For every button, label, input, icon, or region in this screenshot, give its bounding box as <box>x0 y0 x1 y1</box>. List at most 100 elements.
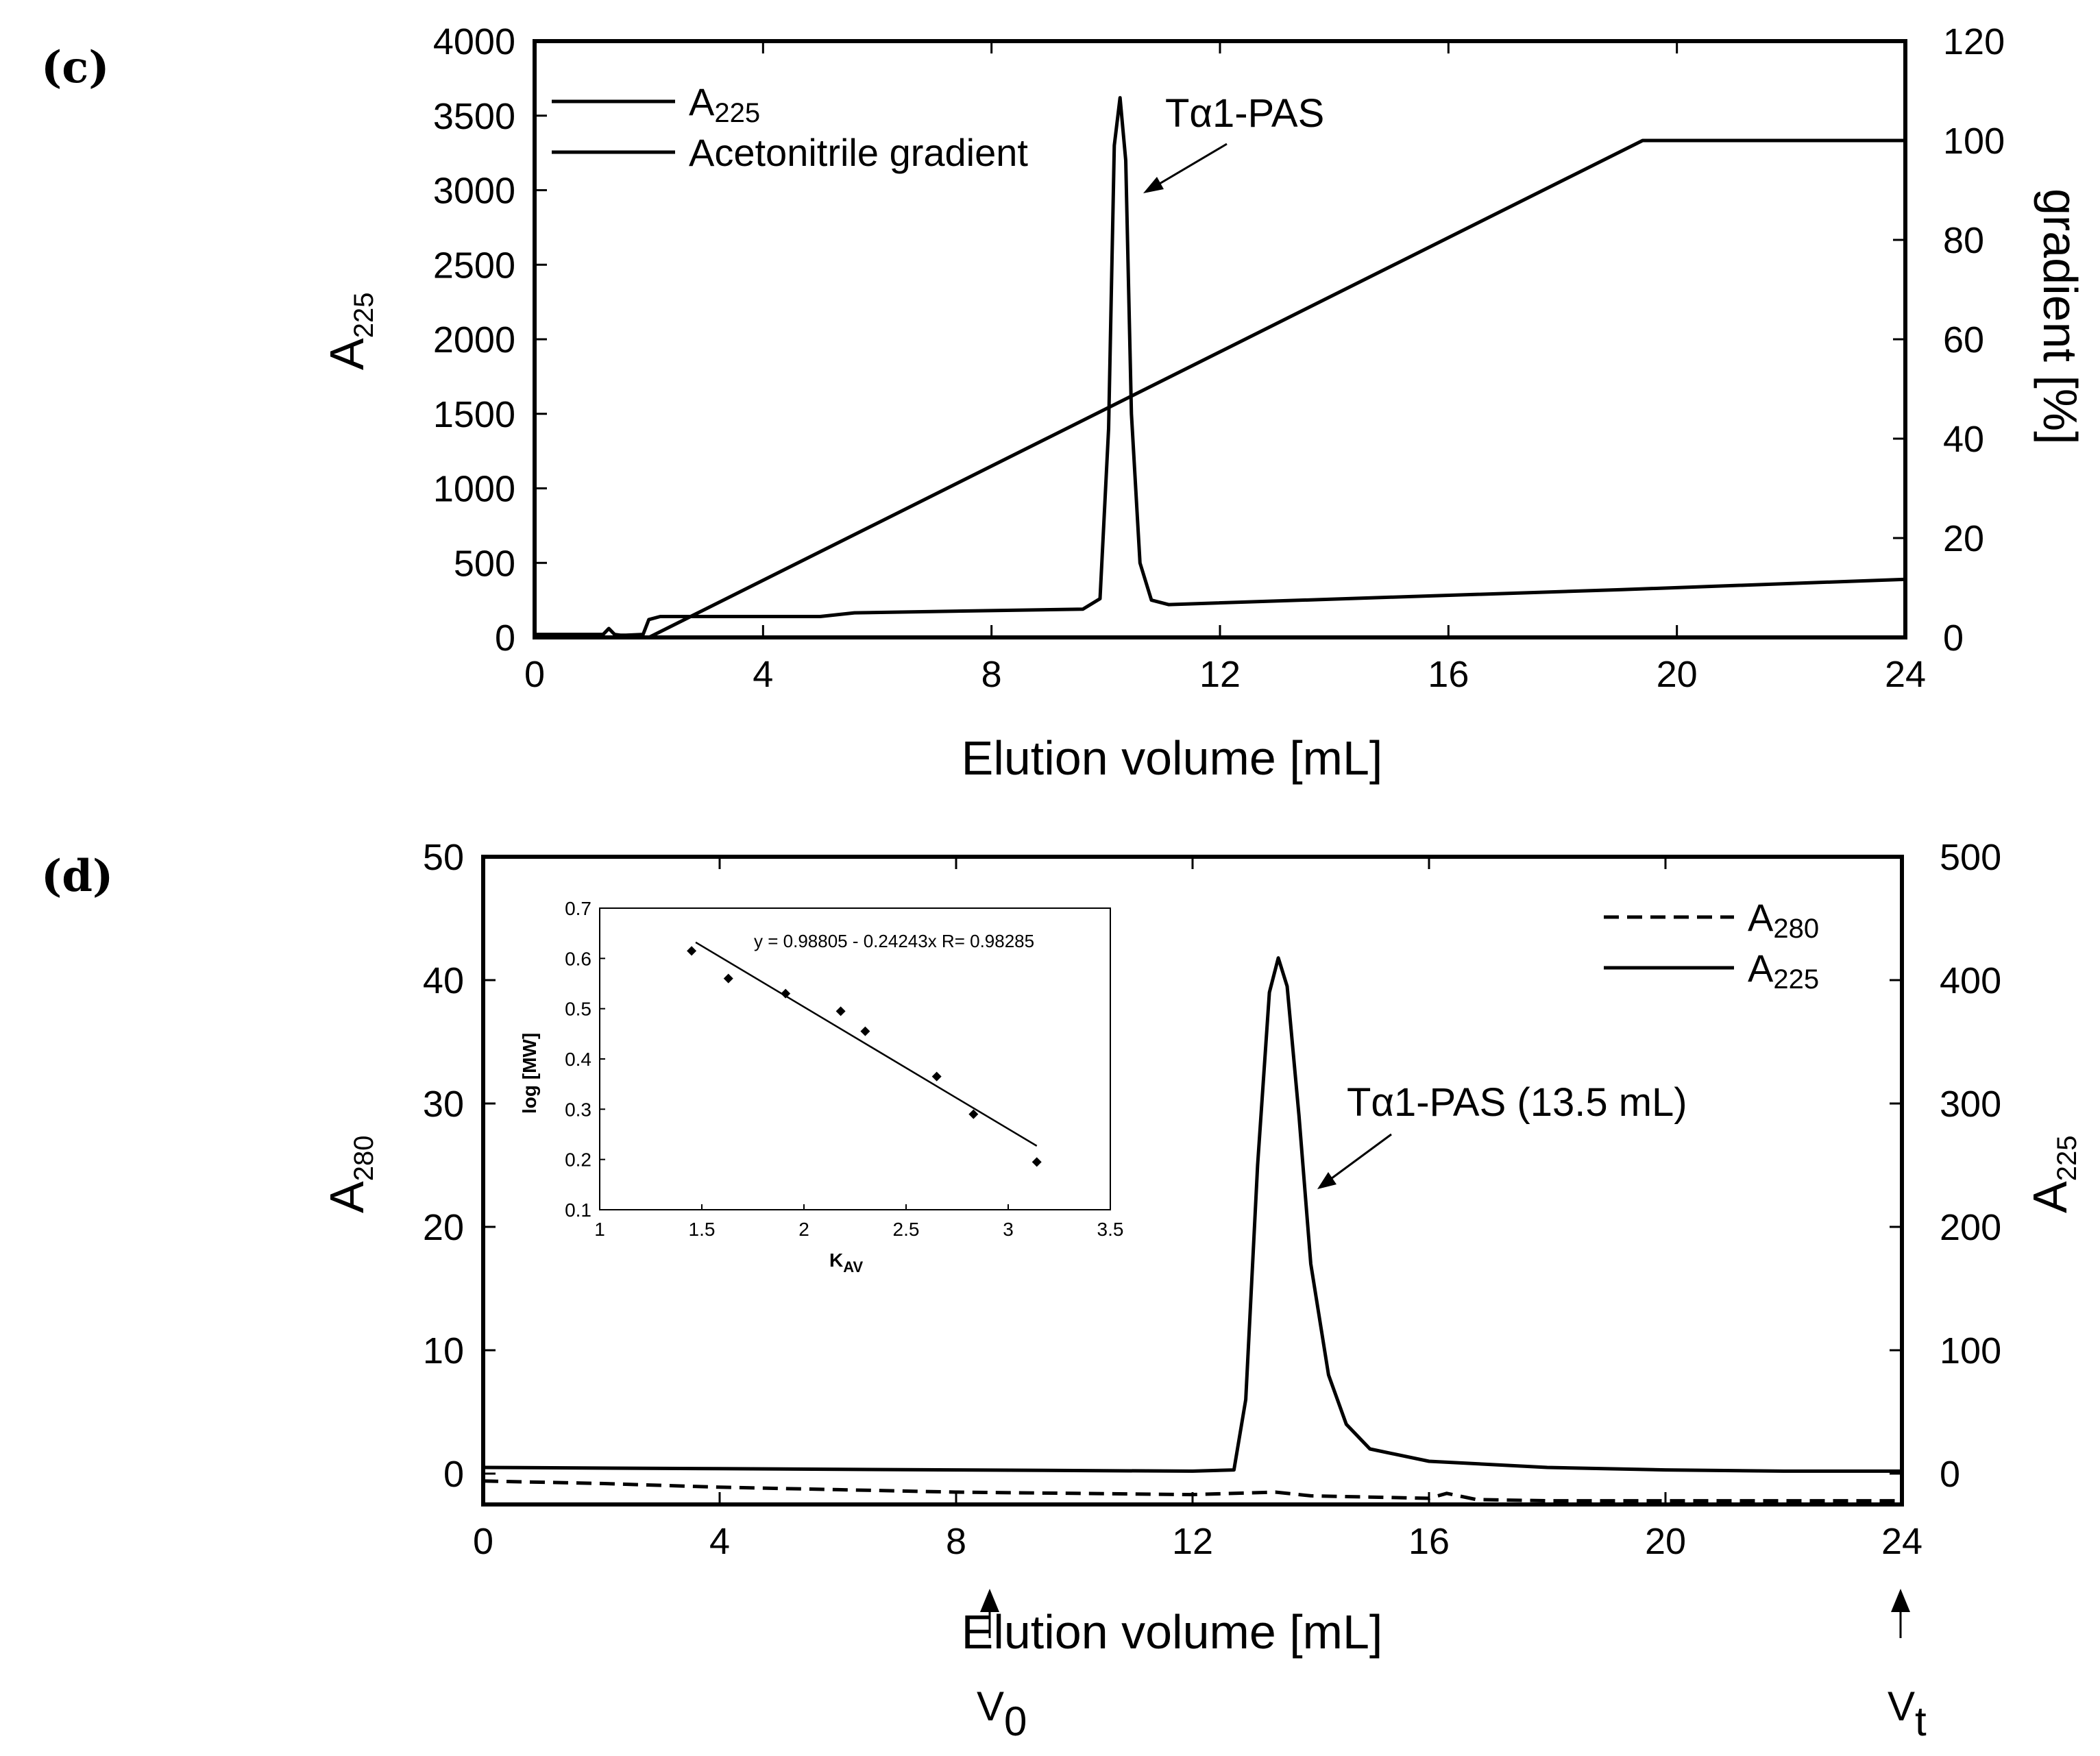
panel-d-x-tick-label: 12 <box>1172 1521 1213 1562</box>
panel-c-y-tick-label: 3000 <box>433 171 515 212</box>
panel-d-x-tick-label: 4 <box>709 1521 730 1562</box>
panel-c-x-ticks: 0 4 8 12 16 20 24 <box>524 41 1926 695</box>
panel-d-y-tick-label: 10 <box>423 1330 464 1371</box>
panel-c-label: (c) <box>41 42 110 93</box>
vt-marker: Vt <box>1888 1589 1927 1744</box>
panel-d-legend-a225: A225 <box>1748 947 1819 995</box>
inset-ylabel: log [MW] <box>519 1033 540 1114</box>
panel-d-label: (d) <box>41 851 113 902</box>
panel-c-y-tick-label: 3500 <box>433 96 515 137</box>
panel-d-x-tick-label: 8 <box>946 1521 966 1562</box>
panel-c-x-tick-label: 0 <box>524 654 545 695</box>
panel-c-yr-tick-label: 40 <box>1943 419 1984 460</box>
panel-d-yr-tick-label: 0 <box>1940 1454 1960 1495</box>
inset-x-tick-label: 1 <box>594 1219 605 1240</box>
inset-point <box>1031 1157 1042 1167</box>
panel-c-y-tick-label: 1500 <box>433 394 515 435</box>
panel-c-ylabel-left: A225 <box>320 293 379 370</box>
vt-label: Vt <box>1888 1683 1927 1744</box>
panel-c-y-tick-label: 4000 <box>433 21 515 62</box>
inset-y-tick-label: 0.5 <box>565 999 591 1020</box>
inset-y-tick-label: 0.7 <box>565 898 591 919</box>
panel-d-annotation-arrow <box>1326 1133 1392 1184</box>
panel-c-y-tick-label: 2500 <box>433 245 515 286</box>
panel-c-yr-tick-label: 120 <box>1943 21 2005 62</box>
panel-c-y-tick-label: 2000 <box>433 319 515 361</box>
panel-d-annotation-arrowhead <box>1317 1172 1336 1189</box>
panel-c-right-ticks: 0 20 40 60 80 100 120 <box>1893 21 2005 659</box>
panel-d-y-tick-label: 50 <box>423 837 464 878</box>
panel-c-ylabel-right: gradient [%] <box>2034 188 2087 445</box>
inset-y-tick-label: 0.3 <box>565 1099 591 1120</box>
inset-frame <box>599 907 1111 1210</box>
calibration-inset: 0.1 0.2 0.3 0.4 0.5 0.6 0.7 1 1.5 2 2.5 3 3.5 y = 0… <box>519 898 1123 1276</box>
panel-c-left-ticks: 0 500 1000 1500 2000 2500 3000 3500 4000 <box>433 21 547 659</box>
panel-c-x-tick-label: 12 <box>1199 654 1241 695</box>
panel-c-yr-tick-label: 80 <box>1943 220 1984 261</box>
inset-x-tick-label: 1.5 <box>689 1219 716 1240</box>
inset-point <box>835 1006 846 1016</box>
panel-d-x-tick-label: 24 <box>1881 1521 1922 1562</box>
inset-y-tick-label: 0.2 <box>565 1149 591 1171</box>
panel-d-yr-tick-label: 200 <box>1940 1207 2001 1248</box>
panel-d-x-ticks: 0 4 8 12 16 20 24 <box>473 857 1922 1562</box>
panel-c-a225-line <box>535 96 1906 637</box>
panel-c-yr-tick-label: 0 <box>1943 618 1964 659</box>
panel-d-yr-tick-label: 300 <box>1940 1084 2001 1125</box>
inset-x-tick-label: 3 <box>1003 1219 1014 1240</box>
panel-c-legend-a225: A225 <box>689 80 760 128</box>
panel-c-x-tick-label: 8 <box>981 654 1002 695</box>
panel-c-x-tick-label: 20 <box>1657 654 1698 695</box>
panel-d-x-tick-label: 0 <box>473 1521 493 1562</box>
panel-c-yr-tick-label: 20 <box>1943 518 1984 559</box>
inset-x-tick-label: 2.5 <box>893 1219 920 1240</box>
panel-d-ylabel-left: A280 <box>320 1136 379 1213</box>
panel-c-x-tick-label: 4 <box>753 654 773 695</box>
panel-c-annotation-arrow <box>1151 143 1228 190</box>
panel-c-y-tick-label: 0 <box>495 618 515 659</box>
inset-point <box>781 988 791 999</box>
panel-d-ylabel-right: A225 <box>2023 1136 2082 1213</box>
panel-c-x-tick-label: 16 <box>1428 654 1469 695</box>
panel-c-yr-tick-label: 60 <box>1943 319 1984 361</box>
inset-y-tick-label: 0.1 <box>565 1199 591 1221</box>
panel-c-yr-tick-label: 100 <box>1943 121 2005 162</box>
inset-fit-line <box>695 941 1038 1147</box>
panel-d-right-ticks: 0 100 200 300 400 500 <box>1890 837 2001 1495</box>
inset-xlabel: KAV <box>829 1249 863 1276</box>
inset-point <box>968 1109 979 1119</box>
inset-point <box>687 946 697 956</box>
inset-point <box>931 1071 942 1082</box>
panel-d-yr-tick-label: 100 <box>1940 1330 2001 1371</box>
inset-x-tick-label: 3.5 <box>1097 1219 1124 1240</box>
panel-d-a225-line <box>483 956 1902 1473</box>
panel-c-xlabel: Elution volume [mL] <box>962 731 1383 785</box>
panel-d-xlabel: Elution volume [mL] <box>962 1605 1383 1659</box>
panel-d-y-tick-label: 40 <box>423 960 464 1001</box>
inset-point <box>723 973 733 984</box>
panel-d-y-tick-label: 20 <box>423 1207 464 1248</box>
panel-c-x-tick-label: 24 <box>1885 654 1926 695</box>
panel-c-annotation-arrowhead <box>1143 177 1164 193</box>
inset-y-ticks: 0.1 0.2 0.3 0.4 0.5 0.6 0.7 <box>565 898 605 1221</box>
panel-d-plot-frame <box>481 855 1904 1507</box>
panel-d-yr-tick-label: 400 <box>1940 960 2001 1001</box>
panel-c-y-tick-label: 500 <box>454 543 515 584</box>
panel-c-annotation: Tα1-PAS <box>1165 91 1324 136</box>
panel-d-legend-a280: A280 <box>1748 896 1819 944</box>
panel-d-x-tick-label: 16 <box>1408 1521 1450 1562</box>
panel-d-annotation: Tα1-PAS (13.5 mL) <box>1347 1080 1687 1125</box>
inset-points <box>687 946 1042 1167</box>
panel-c-gradient-line <box>535 138 1905 639</box>
inset-y-tick-label: 0.6 <box>565 948 591 969</box>
v0-marker: V0 <box>977 1589 1027 1744</box>
panel-c-plot-frame <box>533 39 1907 639</box>
inset-x-tick-label: 2 <box>798 1219 809 1240</box>
panel-d-y-tick-label: 0 <box>443 1454 464 1495</box>
panel-d-yr-tick-label: 500 <box>1940 837 2001 878</box>
panel-c-legend-gradient: Acetonitrile gradient <box>689 131 1028 174</box>
panel-d-a280-line <box>483 1479 1902 1503</box>
inset-x-ticks: 1 1.5 2 2.5 3 3.5 <box>594 1204 1123 1240</box>
inset-equation: y = 0.98805 - 0.24243x R= 0.98285 <box>754 931 1034 951</box>
